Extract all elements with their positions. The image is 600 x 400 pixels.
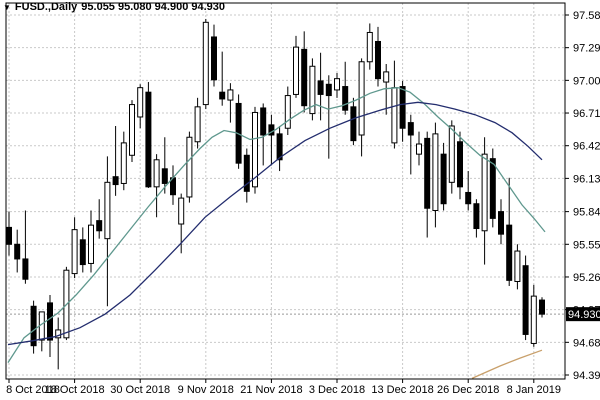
chart-title: ▼ FUSD.,Daily 95.055 95.080 94.900 94.93…	[3, 1, 225, 13]
x-axis-label: 13 Dec 2018	[371, 384, 433, 396]
candle-bearish	[161, 168, 168, 184]
candle-bullish	[186, 136, 193, 198]
candle-bearish	[375, 40, 381, 80]
candle-bullish	[153, 159, 160, 188]
y-axis-label: 97.585	[573, 10, 600, 22]
candle-bullish	[334, 78, 340, 91]
candle-bullish	[391, 87, 398, 144]
y-axis-label: 95.840	[573, 207, 600, 219]
candle-bearish	[498, 211, 504, 235]
plot-frame	[5, 2, 566, 380]
candle-bullish	[284, 95, 291, 129]
candle-bullish	[366, 31, 373, 63]
candle-bullish	[120, 142, 127, 184]
current-price-label: 94.930	[568, 309, 600, 321]
candle-bearish	[14, 243, 21, 260]
y-axis-label: 97.005	[573, 75, 600, 87]
candle-bullish	[55, 329, 62, 339]
candle-bullish	[252, 111, 258, 188]
candle-bearish	[342, 86, 349, 111]
candle-bearish	[47, 302, 53, 341]
dropdown-arrow-icon: ▼	[3, 2, 11, 12]
candle-bearish	[457, 141, 463, 188]
candle-bearish	[211, 36, 217, 81]
candle-bearish	[489, 158, 496, 219]
ma-slow-navy	[7, 101, 543, 346]
candle-bearish	[145, 91, 152, 188]
candle-bullish	[514, 250, 521, 282]
x-axis-label: 26 Dec 2018	[437, 384, 499, 396]
x-axis-label: 18 Oct 2018	[45, 384, 105, 396]
candle-bearish	[399, 86, 406, 129]
candle-bearish	[301, 48, 308, 107]
candle-bullish	[88, 224, 94, 264]
candle-bearish	[22, 258, 29, 280]
candle-bullish	[227, 89, 234, 101]
candle-bearish	[522, 265, 529, 335]
candle-bearish	[276, 133, 283, 161]
y-axis-label: 94.390	[573, 370, 600, 382]
candle-bearish	[96, 220, 103, 232]
symbol-period-label: FUSD.,Daily	[14, 1, 78, 13]
candle-bearish	[506, 224, 513, 281]
y-axis-label: 95.550	[573, 239, 600, 251]
candle-bearish	[317, 80, 324, 95]
candle-bearish	[219, 91, 226, 100]
candle-bearish	[79, 239, 86, 266]
trendline-orange	[471, 349, 543, 379]
candle-bullish	[383, 71, 390, 83]
candle-bearish	[325, 83, 332, 97]
y-axis-label: 94.680	[573, 337, 600, 349]
candle-bullish	[432, 133, 439, 211]
candle-bullish	[293, 46, 299, 95]
y-axis-label: 96.425	[573, 141, 600, 153]
candle-bullish	[178, 197, 185, 225]
x-axis-label: 8 Oct 2018	[6, 384, 60, 396]
ohlc-quote-readout: 95.055 95.080 94.900 94.930	[81, 1, 226, 13]
candle-bearish	[260, 107, 267, 136]
x-axis-label: 8 Jan 2019	[507, 384, 561, 396]
candle-bearish	[424, 137, 431, 209]
candle-bearish	[407, 122, 414, 136]
candle-bearish	[30, 305, 37, 347]
y-axis-label: 96.135	[573, 173, 600, 185]
x-axis-label: 30 Oct 2018	[110, 384, 170, 396]
candle-bearish	[539, 299, 545, 315]
candle-bullish	[71, 229, 78, 275]
candle-bullish	[137, 87, 144, 118]
candle-bearish	[473, 203, 480, 230]
y-axis-label: 95.260	[573, 272, 600, 284]
candle-bullish	[530, 295, 537, 344]
candle-bearish	[112, 176, 119, 186]
candle-bullish	[448, 125, 455, 183]
y-axis-label: 96.715	[573, 108, 600, 120]
y-axis-label: 97.295	[573, 43, 600, 55]
candle-bearish	[350, 106, 357, 142]
candle-bearish	[440, 153, 447, 205]
candle-bullish	[309, 65, 316, 115]
x-axis-label: 9 Nov 2018	[178, 384, 234, 396]
candle-bearish	[6, 226, 12, 245]
candle-bullish	[481, 153, 488, 232]
x-axis-label: 3 Dec 2018	[309, 384, 365, 396]
candle-bullish	[104, 181, 111, 240]
current-price-box	[566, 307, 600, 322]
candle-bearish	[465, 191, 472, 205]
candle-bullish	[194, 106, 201, 143]
x-axis-label: 21 Nov 2018	[240, 384, 302, 396]
candle-bearish	[243, 154, 250, 192]
candle-bullish	[416, 143, 422, 155]
candle-bullish	[202, 21, 209, 106]
candle-bullish	[129, 104, 135, 156]
ma-fast-teal	[7, 87, 546, 363]
